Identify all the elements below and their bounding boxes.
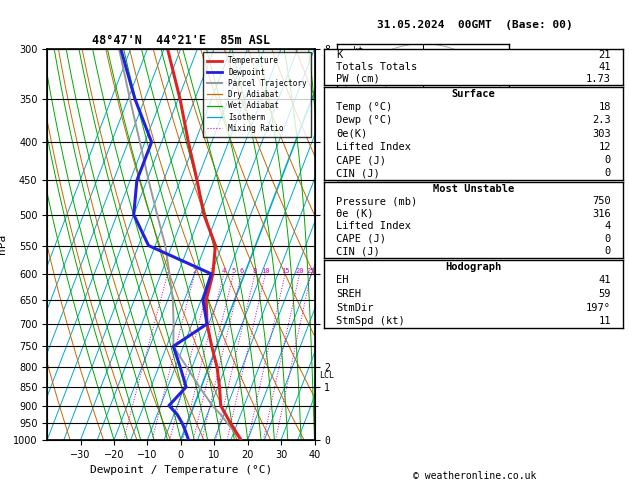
Text: 41: 41 [598,276,611,285]
Text: © weatheronline.co.uk: © weatheronline.co.uk [413,471,537,481]
Text: 31.05.2024  00GMT  (Base: 00): 31.05.2024 00GMT (Base: 00) [377,20,573,31]
Text: 25: 25 [307,268,315,274]
Text: 1: 1 [165,268,170,274]
Text: 197°: 197° [586,303,611,312]
Text: 0: 0 [604,155,611,165]
Text: 11: 11 [598,316,611,326]
Text: CAPE (J): CAPE (J) [336,234,386,244]
Text: 0: 0 [604,246,611,256]
Text: 18: 18 [598,102,611,112]
Text: CAPE (J): CAPE (J) [336,155,386,165]
Y-axis label: hPa: hPa [0,234,8,254]
Text: 750: 750 [592,196,611,206]
X-axis label: Dewpoint / Temperature (°C): Dewpoint / Temperature (°C) [90,465,272,475]
Text: 1.73: 1.73 [586,74,611,84]
Text: 10: 10 [261,268,270,274]
Text: 2: 2 [192,268,197,274]
Text: 8: 8 [253,268,257,274]
Text: 50: 50 [376,173,386,181]
Text: 2.3: 2.3 [592,116,611,125]
Text: Most Unstable: Most Unstable [433,184,514,193]
Text: CIN (J): CIN (J) [336,246,380,256]
Text: StmDir: StmDir [336,303,374,312]
Text: 15: 15 [281,268,289,274]
Text: CIN (J): CIN (J) [336,168,380,178]
Text: 59: 59 [598,289,611,299]
Text: 41: 41 [598,62,611,72]
Text: Temp (°C): Temp (°C) [336,102,392,112]
Text: Totals Totals: Totals Totals [336,62,417,72]
Legend: Temperature, Dewpoint, Parcel Trajectory, Dry Adiabat, Wet Adiabat, Isotherm, Mi: Temperature, Dewpoint, Parcel Trajectory… [203,52,311,137]
Text: 3: 3 [209,268,213,274]
Text: Surface: Surface [452,89,495,99]
Text: PW (cm): PW (cm) [336,74,380,84]
Text: Lifted Index: Lifted Index [336,221,411,231]
Text: 0: 0 [604,234,611,244]
Text: kt: kt [353,46,364,55]
Text: 6: 6 [240,268,244,274]
Text: 4: 4 [221,268,226,274]
Text: Hodograph: Hodograph [445,262,501,272]
Text: EH: EH [336,276,348,285]
Text: Lifted Index: Lifted Index [336,142,411,152]
Text: 5: 5 [231,268,236,274]
Text: StmSpd (kt): StmSpd (kt) [336,316,404,326]
Text: SREH: SREH [336,289,361,299]
Text: 12: 12 [598,142,611,152]
Text: 21: 21 [598,50,611,60]
Text: θe (K): θe (K) [336,208,374,219]
Title: 48°47'N  44°21'E  85m ASL: 48°47'N 44°21'E 85m ASL [92,35,270,48]
Text: 303: 303 [592,129,611,139]
Text: 4: 4 [604,221,611,231]
Text: 25: 25 [397,151,406,160]
Text: 0: 0 [604,168,611,178]
Text: θe(K): θe(K) [336,129,367,139]
Text: Pressure (mb): Pressure (mb) [336,196,417,206]
Text: 316: 316 [592,208,611,219]
Text: LCL: LCL [319,371,333,380]
Text: K: K [336,50,342,60]
Text: 20: 20 [296,268,304,274]
Y-axis label: km
ASL: km ASL [333,235,355,253]
Text: Dewp (°C): Dewp (°C) [336,116,392,125]
